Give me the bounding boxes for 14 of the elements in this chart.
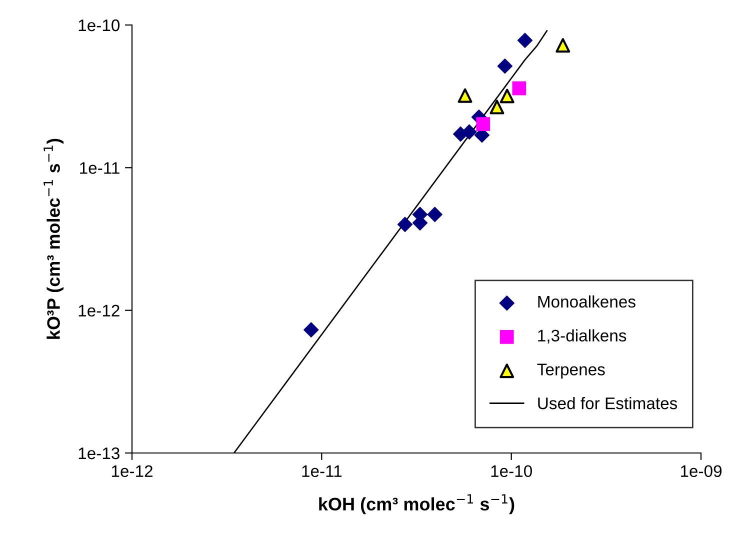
x-tick-label: 1e-09 — [680, 465, 722, 478]
x-tick-label: 1e-10 — [491, 465, 532, 478]
y-axis-title: kO³P (cm³ molec$^{−1}$ s$^{−1}$) — [44, 138, 64, 339]
x-tick-label: 1e-12 — [112, 465, 152, 478]
y-tick-label: 1e-10 — [78, 19, 120, 32]
y-tick-label: 1e-12 — [78, 304, 120, 317]
legend-label: Used for Estimates — [538, 397, 678, 410]
legend-label: Monoalkenes — [538, 295, 636, 308]
x-tick-label: 1e-11 — [302, 465, 342, 478]
y-tick-label: 1e-11 — [80, 162, 120, 174]
x-axis-title: kOH (cm³ molec$^{−1}$ s$^{−1}$) — [319, 494, 514, 514]
y-tick-label: 1e-13 — [78, 447, 120, 460]
legend-label: 1,3-dialkens — [538, 329, 626, 344]
legend-label: Terpenes — [537, 364, 605, 379]
